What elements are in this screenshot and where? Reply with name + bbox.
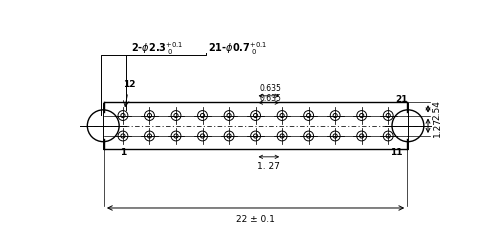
Text: 1. 27: 1. 27 bbox=[257, 162, 280, 171]
Text: 21: 21 bbox=[395, 94, 407, 104]
Text: 21-$\phi$0.7$^{+0.1}_{\ 0}$: 21-$\phi$0.7$^{+0.1}_{\ 0}$ bbox=[208, 40, 267, 56]
Text: 0.635: 0.635 bbox=[260, 93, 282, 102]
Text: 1: 1 bbox=[120, 147, 126, 156]
Text: 0.635: 0.635 bbox=[260, 84, 282, 93]
Text: 12: 12 bbox=[124, 80, 136, 89]
Text: 11: 11 bbox=[390, 147, 402, 156]
Text: 1.27: 1.27 bbox=[433, 116, 442, 136]
Text: 2.54: 2.54 bbox=[433, 100, 442, 119]
Text: 22 ± 0.1: 22 ± 0.1 bbox=[236, 214, 275, 223]
Text: 2-$\phi$2.3$^{+0.1}_{\ 0}$: 2-$\phi$2.3$^{+0.1}_{\ 0}$ bbox=[131, 40, 183, 56]
